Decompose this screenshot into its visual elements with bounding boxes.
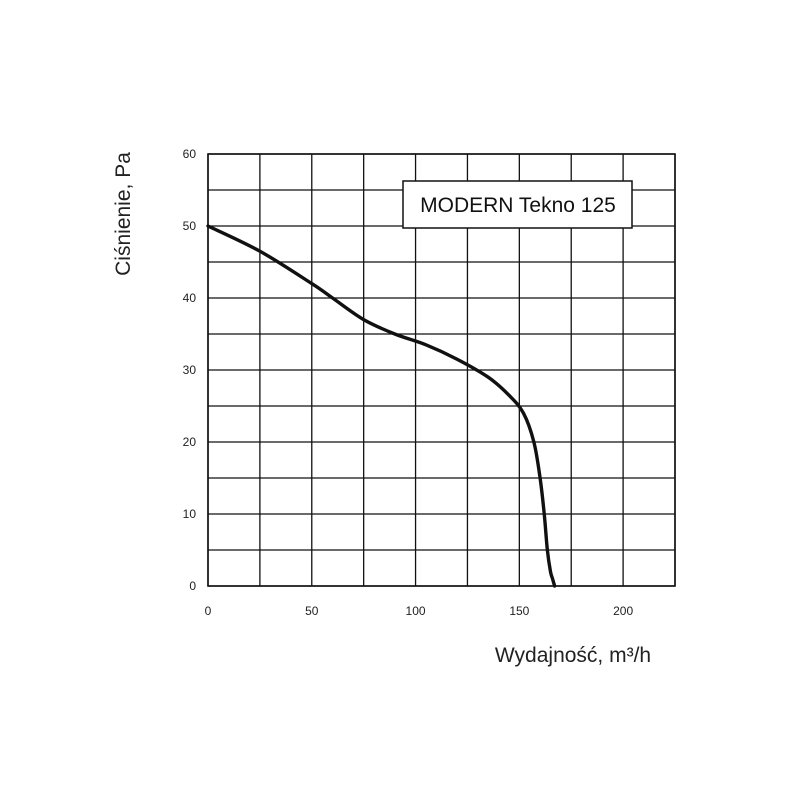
chart-annotation-box: MODERN Tekno 125 — [402, 180, 633, 229]
y-tick-label: 50 — [183, 219, 197, 233]
x-tick-label: 100 — [406, 604, 426, 618]
x-axis-ticks: 0 50 100 150 200 — [205, 604, 634, 618]
annotation-text: MODERN Tekno 125 — [420, 194, 616, 217]
annotation-frame — [402, 180, 633, 229]
y-tick-label: 10 — [183, 507, 197, 521]
y-axis-ticks: 0 10 20 30 40 50 60 — [183, 147, 197, 593]
y-axis-label: Ciśnienie, Pa — [112, 152, 135, 276]
y-tick-label: 30 — [183, 363, 197, 377]
y-tick-label: 60 — [183, 147, 197, 161]
x-tick-label: 200 — [613, 604, 633, 618]
y-tick-label: 20 — [183, 435, 197, 449]
x-tick-label: 50 — [305, 604, 319, 618]
y-tick-label: 40 — [183, 291, 197, 305]
chart-series — [206, 224, 557, 588]
x-axis-label: Wydajność, m³/h — [495, 644, 651, 667]
x-tick-label: 150 — [509, 604, 529, 618]
plot-frame — [207, 153, 676, 587]
series-line — [206, 224, 557, 588]
x-tick-label: 0 — [205, 604, 212, 618]
y-tick-label: 0 — [189, 579, 196, 593]
